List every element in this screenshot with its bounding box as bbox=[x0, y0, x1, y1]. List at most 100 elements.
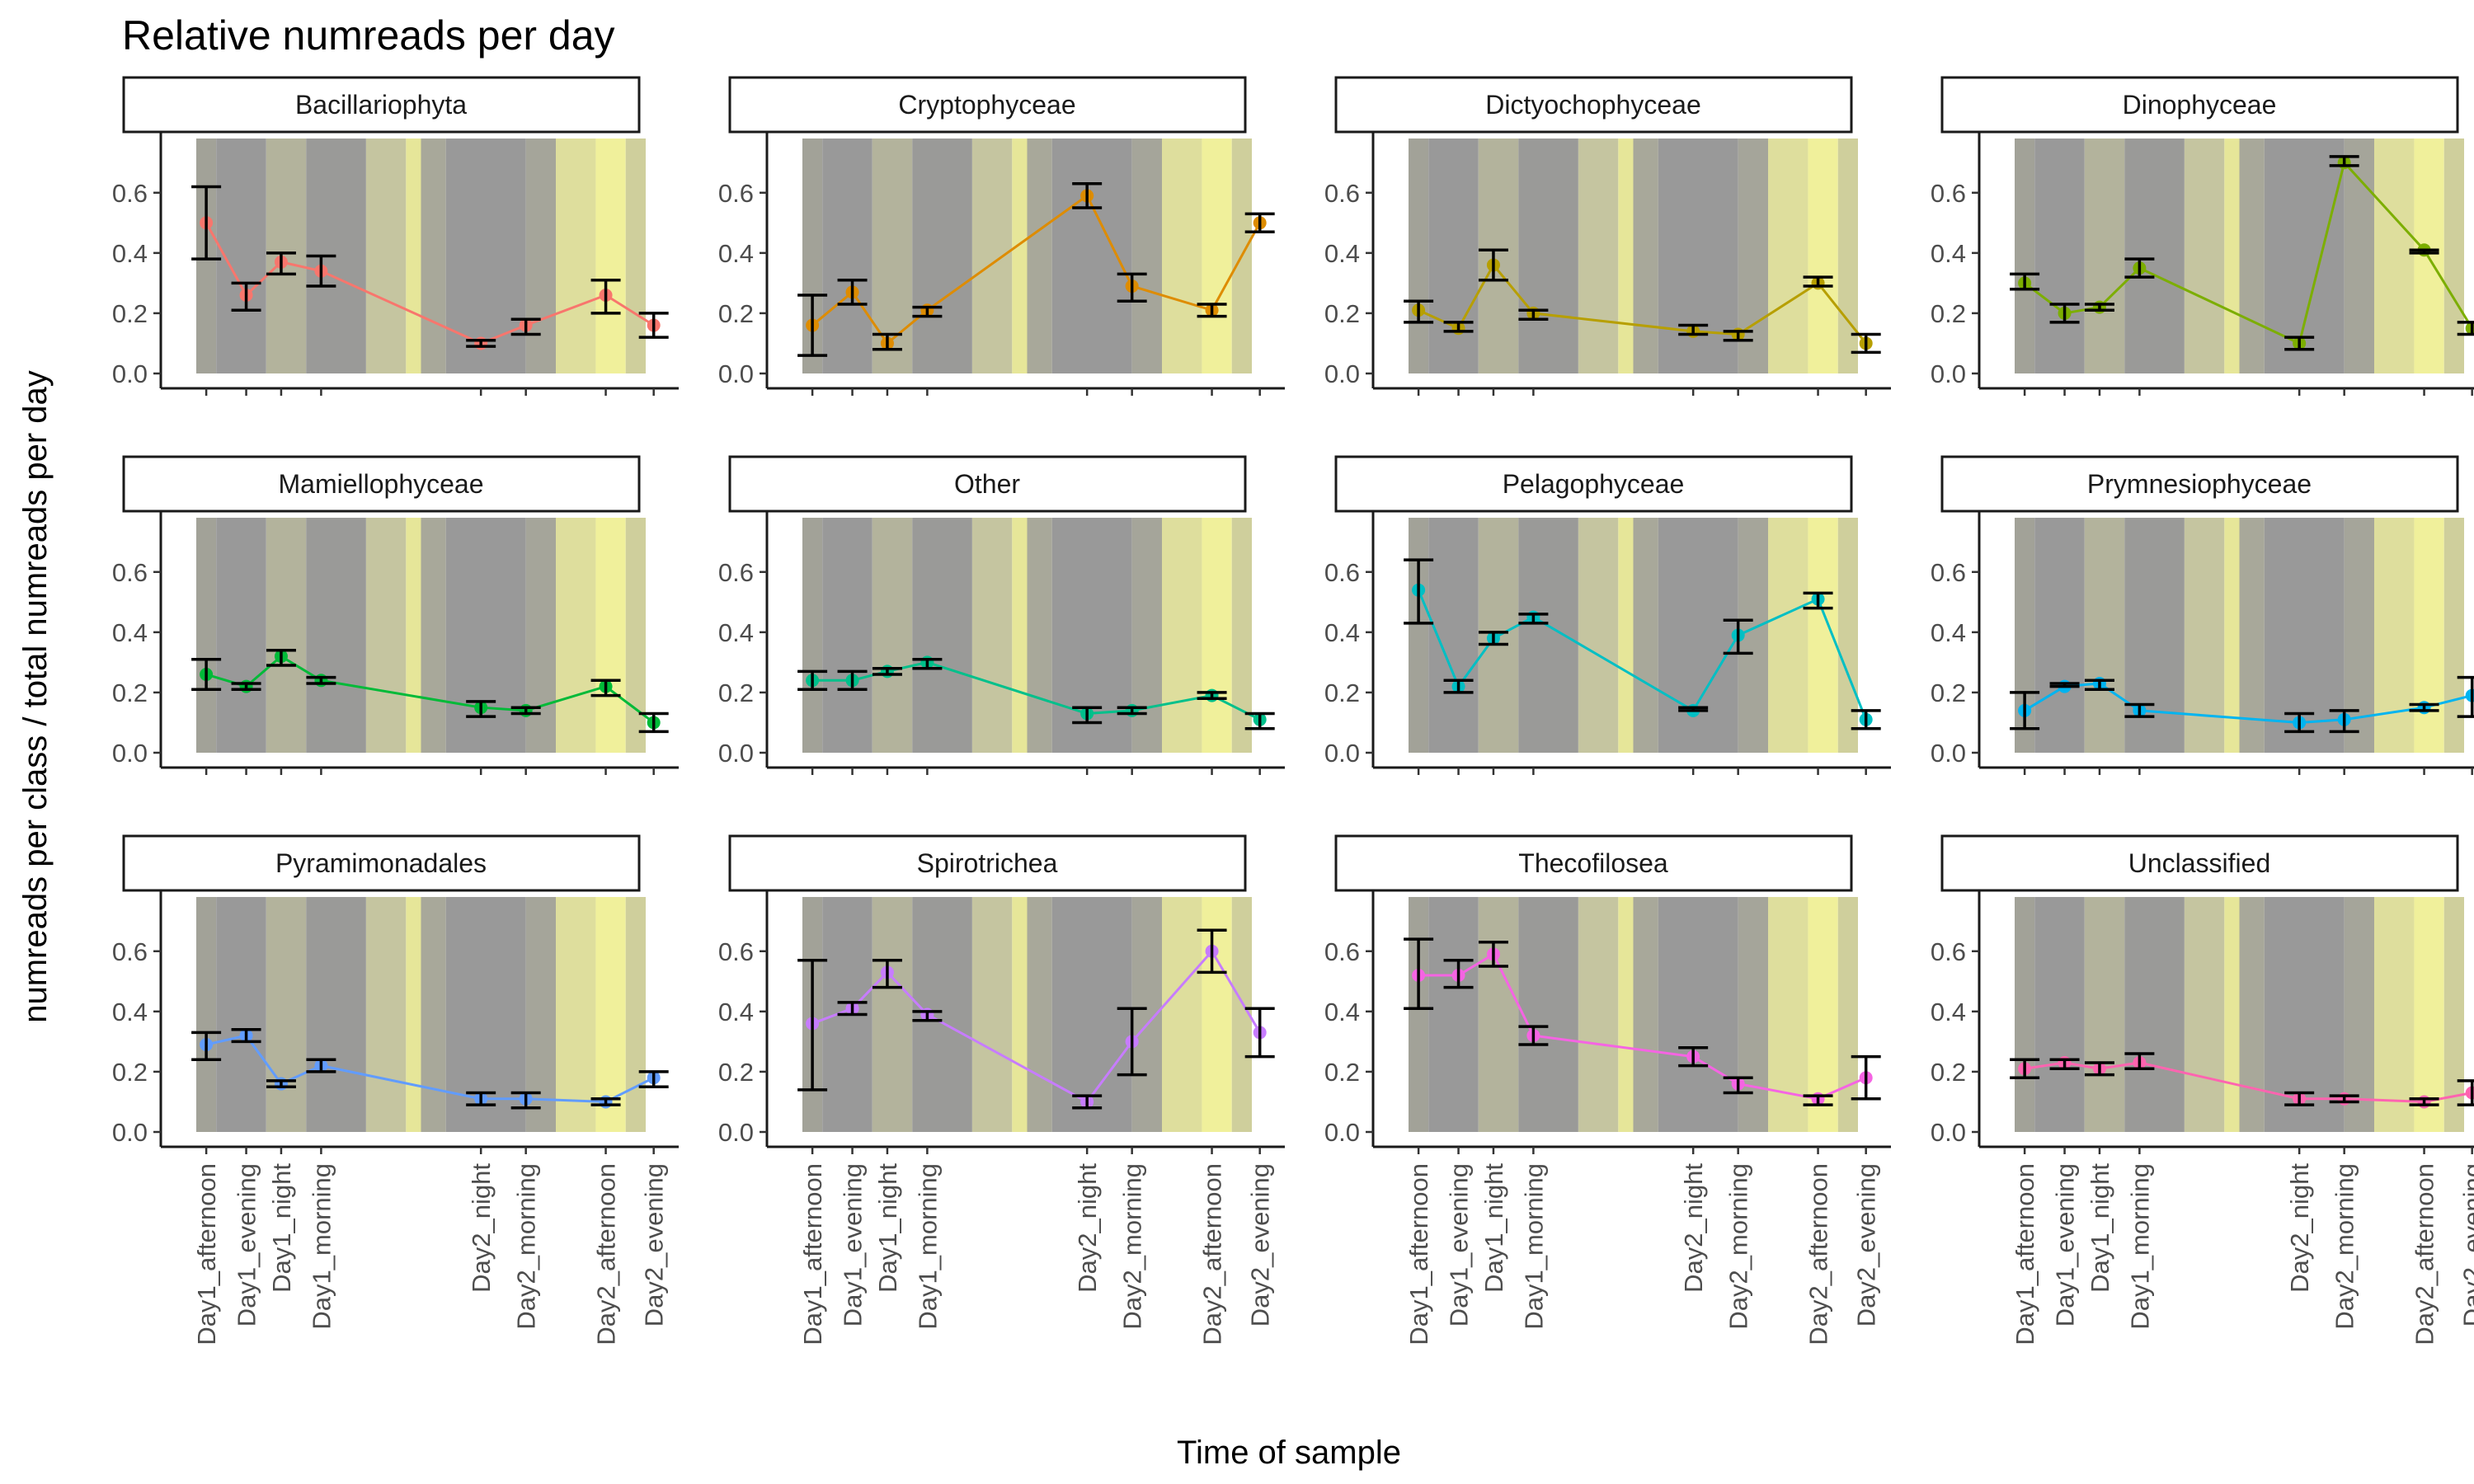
facet-strip-label: Dictyochophyceae bbox=[1485, 90, 1700, 120]
y-tick-label: 0.6 bbox=[112, 558, 148, 587]
x-tick-label: Day1_afternoon bbox=[1404, 1163, 1433, 1345]
x-tick-label: Day1_evening bbox=[1445, 1163, 1474, 1327]
error-bar bbox=[2284, 711, 2315, 734]
facet-strip-label: Mamiellophyceae bbox=[278, 469, 483, 499]
error-bar bbox=[191, 185, 222, 261]
error-bar bbox=[2284, 336, 2315, 351]
error-bar bbox=[872, 666, 902, 676]
x-tick-label: Day1_evening bbox=[233, 1163, 261, 1327]
light-bands bbox=[196, 518, 646, 753]
error-bar bbox=[837, 278, 868, 306]
light-band bbox=[1518, 897, 1578, 1132]
y-tick-label: 0.2 bbox=[112, 679, 148, 707]
facet-strip-label: Unclassified bbox=[2128, 848, 2271, 878]
facet-strip-label: Dinophyceae bbox=[2123, 90, 2277, 120]
y-tick-label: 0.0 bbox=[718, 359, 754, 388]
x-tick-label: Day2_afternoon bbox=[2411, 1163, 2439, 1345]
light-band bbox=[1202, 139, 1232, 373]
y-tick-label: 0.2 bbox=[1931, 679, 1966, 707]
light-band bbox=[1131, 139, 1162, 373]
error-bar bbox=[2457, 675, 2474, 718]
light-band bbox=[306, 897, 366, 1132]
x-tick-label: Day2_morning bbox=[1118, 1163, 1147, 1330]
x-tick-label: Day2_afternoon bbox=[1198, 1163, 1227, 1345]
light-band bbox=[2034, 518, 2085, 753]
light-band bbox=[1578, 139, 1619, 373]
x-tick-label: Day1_night bbox=[1479, 1163, 1508, 1293]
facet-strip bbox=[1334, 834, 1853, 892]
light-bands bbox=[196, 139, 646, 373]
error-bar bbox=[2010, 691, 2040, 730]
y-tick-label: 0.6 bbox=[1324, 179, 1360, 208]
facet-strip-label: Pelagophyceae bbox=[1503, 469, 1685, 499]
light-band bbox=[971, 897, 1013, 1132]
light-bands bbox=[1409, 139, 1858, 373]
error-bar bbox=[466, 1091, 496, 1106]
light-band bbox=[971, 518, 1013, 753]
error-bar bbox=[1244, 212, 1275, 234]
light-band bbox=[365, 139, 407, 373]
light-band bbox=[406, 897, 421, 1132]
y-tick-label: 0.4 bbox=[1324, 618, 1360, 647]
x-tick-label: Day1_night bbox=[873, 1163, 902, 1293]
error-bar bbox=[2457, 321, 2474, 336]
error-bar bbox=[1803, 591, 1833, 610]
y-tick-label: 0.2 bbox=[1324, 299, 1360, 328]
light-band bbox=[1051, 139, 1132, 373]
error-bar bbox=[1478, 248, 1508, 282]
light-band bbox=[1633, 518, 1658, 753]
light-band bbox=[912, 518, 972, 753]
light-bands bbox=[2015, 518, 2464, 753]
light-band bbox=[1837, 897, 1858, 1132]
light-band bbox=[1131, 518, 1162, 753]
x-tick-label: Day2_evening bbox=[1246, 1163, 1275, 1327]
error-bar bbox=[2049, 303, 2080, 324]
light-band bbox=[525, 139, 556, 373]
y-tick-label: 0.6 bbox=[112, 179, 148, 208]
error-bar bbox=[872, 958, 902, 989]
error-bar bbox=[797, 294, 828, 357]
facet-strip bbox=[122, 455, 641, 513]
error-bar bbox=[2124, 1052, 2155, 1071]
light-band bbox=[1012, 139, 1028, 373]
light-band bbox=[1478, 897, 1519, 1132]
x-tick-label: Day2_afternoon bbox=[1804, 1163, 1833, 1345]
y-tick-label: 0.6 bbox=[1324, 558, 1360, 587]
facet-panel-bacillariophyta: Bacillariophyta 0.0 0.2 0.4 0.6 bbox=[112, 76, 679, 396]
error-bar bbox=[2124, 257, 2155, 279]
light-band bbox=[556, 897, 596, 1132]
light-band bbox=[2184, 139, 2225, 373]
facet-strip bbox=[122, 76, 641, 134]
error-bar bbox=[2409, 248, 2439, 255]
light-band bbox=[2224, 897, 2240, 1132]
light-band bbox=[1578, 518, 1619, 753]
light-band bbox=[2239, 897, 2265, 1132]
error-bar bbox=[1072, 182, 1103, 209]
light-bands bbox=[802, 897, 1252, 1132]
facet-strip-label: Cryptophyceae bbox=[898, 90, 1075, 120]
facet-strip-label: Spirotrichea bbox=[917, 848, 1058, 878]
error-bar bbox=[1244, 1007, 1275, 1059]
y-tick-label: 0.0 bbox=[718, 739, 754, 768]
y-tick-label: 0.6 bbox=[718, 558, 754, 587]
light-band bbox=[822, 139, 872, 373]
error-bar bbox=[306, 254, 336, 288]
light-band bbox=[216, 518, 266, 753]
error-bar bbox=[2084, 303, 2114, 312]
light-band bbox=[625, 139, 646, 373]
light-band bbox=[2184, 897, 2225, 1132]
light-band bbox=[2124, 139, 2185, 373]
error-bar bbox=[2010, 1058, 2040, 1079]
light-band bbox=[2344, 139, 2374, 373]
light-band bbox=[2034, 897, 2085, 1132]
light-band bbox=[1012, 897, 1028, 1132]
y-tick-label: 0.2 bbox=[718, 679, 754, 707]
x-tick-label: Day2_evening bbox=[640, 1163, 669, 1327]
y-tick-label: 0.4 bbox=[718, 618, 754, 647]
error-bar bbox=[638, 312, 669, 339]
light-band bbox=[971, 139, 1013, 373]
light-band bbox=[556, 518, 596, 753]
y-tick-label: 0.0 bbox=[1931, 1118, 1966, 1147]
